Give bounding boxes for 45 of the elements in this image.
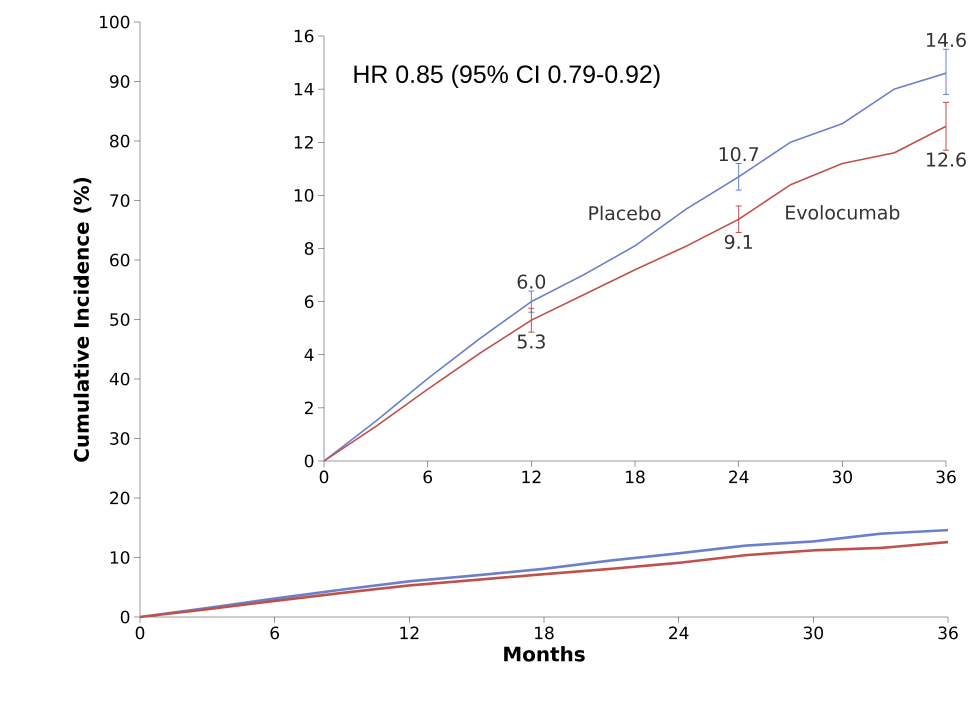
x-tick-label: 12 bbox=[400, 626, 418, 640]
annotation: HR 0.85 (95% CI 0.79-0.92) bbox=[354, 64, 660, 88]
x-tick-label: 6 bbox=[423, 470, 432, 484]
y-tick-label: 90 bbox=[110, 75, 130, 88]
x-tick-label: 30 bbox=[804, 626, 823, 640]
y-tick-label: 16 bbox=[294, 30, 314, 42]
y-tick-label: 60 bbox=[110, 254, 130, 266]
data-label: 12.6 bbox=[927, 152, 966, 167]
data-label: 10.7 bbox=[720, 146, 758, 162]
x-tick-label: 18 bbox=[626, 470, 645, 484]
y-tick-label: 6 bbox=[304, 295, 314, 308]
y-tick-label: 40 bbox=[110, 372, 130, 386]
x-tick-label: 30 bbox=[832, 470, 852, 484]
x-tick-label: 36 bbox=[936, 470, 956, 484]
y-tick-label: 30 bbox=[110, 432, 130, 445]
y-tick-label: 20 bbox=[110, 492, 130, 504]
x-tick-label: 18 bbox=[535, 626, 554, 640]
y-tick-label: 2 bbox=[304, 402, 313, 414]
x-tick-label: 12 bbox=[522, 470, 540, 484]
y-tick-label: 12 bbox=[294, 136, 313, 149]
y-tick-label: 4 bbox=[304, 348, 314, 361]
series-label: Evolocumab bbox=[786, 205, 900, 220]
data-label: 14.6 bbox=[927, 32, 966, 48]
x-tick-label: 24 bbox=[669, 626, 688, 640]
x-axis-title: Months bbox=[504, 646, 585, 662]
x-tick-label: 36 bbox=[938, 626, 958, 640]
y-tick-label: 0 bbox=[304, 454, 314, 468]
x-tick-label: 0 bbox=[320, 470, 328, 484]
data-label: 9.1 bbox=[724, 234, 752, 250]
y-tick-label: 0 bbox=[120, 610, 130, 624]
y-tick-label: 10 bbox=[110, 551, 130, 564]
x-tick-label: 24 bbox=[729, 470, 748, 484]
y-tick-label: 70 bbox=[110, 194, 130, 207]
data-label: 5.3 bbox=[518, 334, 545, 349]
y-tick-label: 8 bbox=[304, 242, 314, 255]
data-label: 6.0 bbox=[518, 274, 546, 289]
series-label: Placebo bbox=[589, 206, 660, 220]
y-tick-label: 50 bbox=[110, 313, 130, 326]
y-tick-label: 80 bbox=[110, 134, 130, 148]
y-axis-title: Cumulative Incidence (%) bbox=[74, 178, 92, 462]
y-tick-label: 100 bbox=[100, 16, 130, 28]
x-tick-label: 0 bbox=[136, 626, 144, 640]
y-tick-label: 14 bbox=[294, 82, 314, 96]
x-tick-label: 6 bbox=[270, 626, 279, 640]
y-tick-label: 10 bbox=[294, 188, 314, 202]
